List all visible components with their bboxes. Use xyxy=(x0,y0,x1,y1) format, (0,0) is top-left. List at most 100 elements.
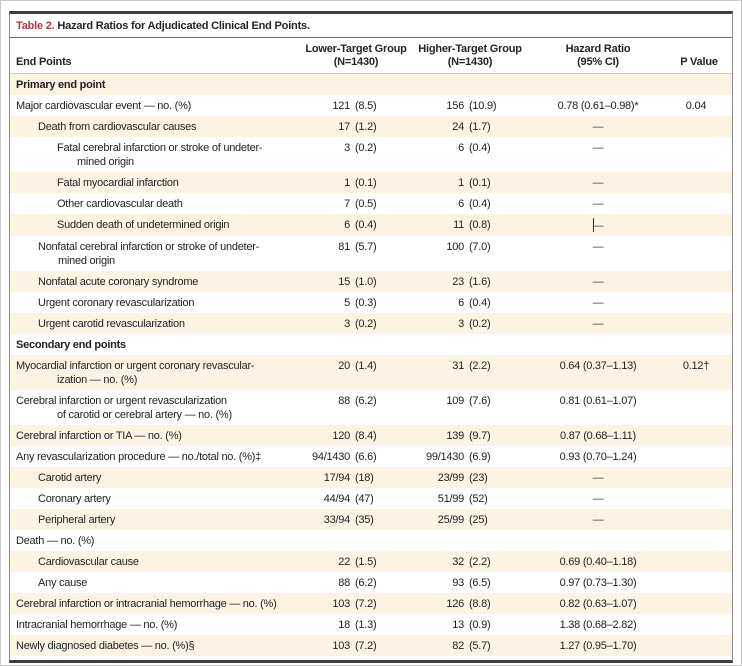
higher-percent: (2.2) xyxy=(469,555,491,568)
lower-count: 22 xyxy=(338,555,350,568)
endpoint-label: Cerebral infarction or intracranial hemo… xyxy=(16,597,277,610)
higher-percent: (52) xyxy=(469,492,488,505)
higher-target-value: 11 (0.8) xyxy=(410,218,530,232)
lower-percent: (0.2) xyxy=(355,141,377,154)
lower-target-value: 81 (5.7) xyxy=(302,240,410,254)
lower-count: 81 xyxy=(338,240,350,253)
table-row: Other cardiovascular death 7 (0.5) 6 (0.… xyxy=(10,193,732,214)
lower-percent: (6.2) xyxy=(355,394,377,407)
column-headers: End Points Lower-Target Group (N=1430) H… xyxy=(10,38,732,74)
higher-count: 31 xyxy=(452,359,464,372)
lower-percent: (0.3) xyxy=(355,296,377,309)
endpoint-label: Sudden death of undetermined origin xyxy=(57,218,230,231)
table-row: Cerebral infarction or intracranial hemo… xyxy=(10,593,732,614)
no-value-dash: — xyxy=(592,492,604,505)
higher-count: 13 xyxy=(452,618,464,631)
lower-target-value: 17/94 (18) xyxy=(302,471,410,485)
higher-percent: (1.7) xyxy=(469,120,491,133)
no-value-dash: — xyxy=(592,513,604,526)
table-row: Urgent carotid revascularization 3 (0.2)… xyxy=(10,313,732,334)
table-row: Primary end point xyxy=(10,74,732,95)
lower-percent: (1.5) xyxy=(355,555,377,568)
hazard-ratio-value: — xyxy=(530,275,666,289)
table-row: Newly diagnosed diabetes — no. (%)§ 103 … xyxy=(10,635,732,656)
higher-count: 126 xyxy=(446,597,464,610)
higher-count: 93 xyxy=(452,576,464,589)
lower-target-value: 103 (7.2) xyxy=(302,639,410,653)
lower-count: 5 xyxy=(344,296,350,309)
hazard-ratio-value: — xyxy=(530,217,666,233)
lower-count: 7 xyxy=(344,197,350,210)
higher-count: 25/99 xyxy=(437,513,465,526)
lower-count: 88 xyxy=(338,576,350,589)
lower-percent: (8.4) xyxy=(355,429,377,442)
no-value-dash: — xyxy=(592,141,604,154)
higher-percent: (0.8) xyxy=(469,218,491,231)
table-row: Myocardial infarction or urgent coronary… xyxy=(10,355,732,390)
endpoint-label: Myocardial infarction or urgent coronary… xyxy=(16,359,255,386)
higher-target-value: 24 (1.7) xyxy=(410,120,530,134)
no-value-dash: — xyxy=(592,275,604,288)
endpoint-label: Death — no. (%) xyxy=(16,534,95,547)
lower-count: 103 xyxy=(332,597,350,610)
hazard-ratio-value: 0.78 (0.61–0.98)* xyxy=(557,99,639,112)
endpoint-label: Cerebral infarction or urgent revascular… xyxy=(16,394,232,421)
lower-target-value: 15 (1.0) xyxy=(302,275,410,289)
higher-percent: (7.6) xyxy=(469,394,491,407)
higher-count: 99/1430 xyxy=(425,450,464,463)
table-row: Coronary artery 44/94 (47) 51/99 (52) — xyxy=(10,488,732,509)
endpoint-label: Peripheral artery xyxy=(38,513,116,526)
no-value-dash: — xyxy=(592,240,604,253)
hazard-ratio-value: 0.81 (0.61–1.07) xyxy=(559,394,637,407)
hazard-ratio-value: 0.97 (0.73–1.30) xyxy=(559,576,637,589)
no-value-dash: — xyxy=(592,197,604,210)
endpoint-label: Any cause xyxy=(38,576,88,589)
no-value-dash: — xyxy=(592,296,604,309)
table-row: Any revascularization procedure — no./to… xyxy=(10,446,732,467)
higher-target-value: 23/99 (23) xyxy=(410,471,530,485)
lower-count: 121 xyxy=(332,99,350,112)
hazard-ratio-value: — xyxy=(530,492,666,506)
table-row: Nonfatal cerebral infarction or stroke o… xyxy=(10,236,732,271)
lower-count: 6 xyxy=(344,218,350,231)
table-row: Fatal cerebral infarction or stroke of u… xyxy=(10,137,732,172)
higher-count: 156 xyxy=(446,99,464,112)
lower-target-value: 103 (7.2) xyxy=(302,597,410,611)
bottom-spacer xyxy=(10,656,732,660)
table-row: Any cause 88 (6.2) 93 (6.5) 0.97 (0.73–1… xyxy=(10,572,732,593)
higher-percent: (6.9) xyxy=(469,450,491,463)
table-row: Cardiovascular cause 22 (1.5) 32 (2.2) 0… xyxy=(10,551,732,572)
lower-count: 3 xyxy=(344,141,350,154)
table-row: Secondary end points xyxy=(10,334,732,355)
hazard-ratios-table: Table 2. Hazard Ratios for Adjudicated C… xyxy=(9,11,733,663)
lower-target-value: 6 (0.4) xyxy=(302,218,410,232)
lower-count: 94/1430 xyxy=(311,450,350,463)
lower-target-value: 3 (0.2) xyxy=(302,141,410,155)
lower-count: 18 xyxy=(338,618,350,631)
higher-target-value: 82 (5.7) xyxy=(410,639,530,653)
no-value-dash: — xyxy=(592,471,604,484)
higher-percent: (25) xyxy=(469,513,488,526)
endpoint-label: Primary end point xyxy=(16,78,106,91)
higher-count: 23/99 xyxy=(437,471,465,484)
lower-percent: (47) xyxy=(355,492,374,505)
column-header-end-points: End Points xyxy=(16,56,72,68)
lower-target-value: 3 (0.2) xyxy=(302,317,410,331)
endpoint-label: Cerebral infarction or TIA — no. (%) xyxy=(16,429,182,442)
endpoint-label: Any revascularization procedure — no./to… xyxy=(16,450,262,463)
higher-target-value: 100 (7.0) xyxy=(410,240,530,254)
endpoint-label: Cardiovascular cause xyxy=(38,555,139,568)
hazard-ratio-value: 0.87 (0.68–1.11) xyxy=(560,429,636,442)
lower-count: 17/94 xyxy=(323,471,351,484)
higher-count: 11 xyxy=(453,218,464,231)
higher-percent: (23) xyxy=(469,471,488,484)
endpoint-label: Nonfatal cerebral infarction or stroke o… xyxy=(38,240,260,267)
lower-percent: (0.4) xyxy=(355,218,377,231)
endpoint-label: Major cardiovascular event — no. (%) xyxy=(16,99,192,112)
table-row: Cerebral infarction or TIA — no. (%) 120… xyxy=(10,425,732,446)
table-row: Cerebral infarction or urgent revascular… xyxy=(10,390,732,425)
lower-target-value: 44/94 (47) xyxy=(302,492,410,506)
higher-percent: (1.6) xyxy=(469,275,491,288)
lower-target-value: 120 (8.4) xyxy=(302,429,410,443)
lower-target-value: 121 (8.5) xyxy=(302,99,410,113)
